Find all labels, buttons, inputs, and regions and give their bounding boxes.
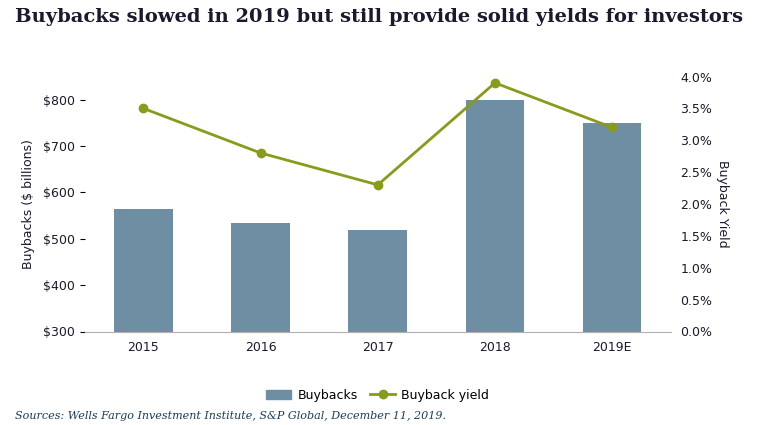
Bar bbox=[466, 100, 524, 425]
Bar bbox=[231, 223, 290, 425]
Bar bbox=[348, 230, 407, 425]
Text: Sources: Wells Fargo Investment Institute, S&P Global, December 11, 2019.: Sources: Wells Fargo Investment Institut… bbox=[15, 411, 446, 421]
Bar bbox=[114, 209, 173, 425]
Text: Buybacks slowed in 2019 but still provide solid yields for investors: Buybacks slowed in 2019 but still provid… bbox=[15, 8, 743, 26]
Legend: Buybacks, Buyback yield: Buybacks, Buyback yield bbox=[261, 384, 494, 407]
Bar bbox=[583, 123, 641, 425]
Y-axis label: Buyback Yield: Buyback Yield bbox=[716, 160, 729, 248]
Y-axis label: Buybacks ($ billions): Buybacks ($ billions) bbox=[22, 139, 35, 269]
